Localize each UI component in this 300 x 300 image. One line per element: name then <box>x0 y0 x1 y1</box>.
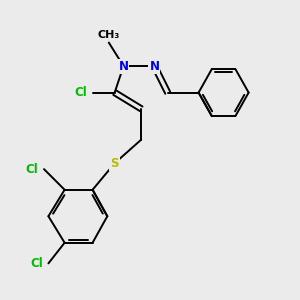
Text: Cl: Cl <box>26 163 39 176</box>
Text: N: N <box>118 60 128 73</box>
Text: Cl: Cl <box>74 86 87 99</box>
Text: S: S <box>110 157 119 170</box>
Text: N: N <box>149 60 159 73</box>
Text: CH₃: CH₃ <box>98 30 120 40</box>
Text: Cl: Cl <box>30 257 43 270</box>
